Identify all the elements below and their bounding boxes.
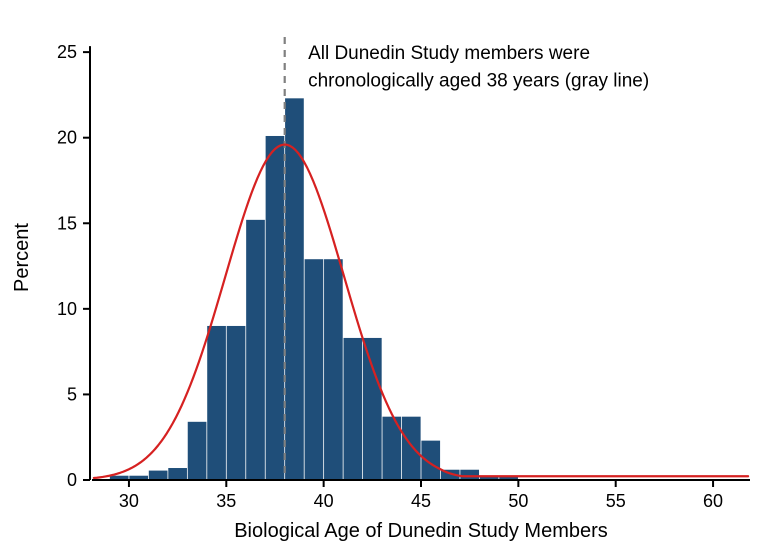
y-axis-title: Percent bbox=[11, 223, 33, 292]
x-tick-label: 30 bbox=[119, 491, 139, 511]
histogram-bar bbox=[305, 259, 324, 480]
histogram-bar bbox=[460, 470, 479, 480]
histogram-bar bbox=[266, 136, 285, 480]
x-tick-label: 45 bbox=[411, 491, 431, 511]
y-tick-label: 5 bbox=[67, 384, 77, 404]
histogram-chart: 0 5 10 15 20 25 30 35 40 45 50 55 60 Biological Age o… bbox=[0, 0, 777, 555]
histogram-bar bbox=[227, 326, 246, 480]
histogram-bar bbox=[421, 441, 440, 480]
y-tick-label: 20 bbox=[57, 128, 77, 148]
annotation-text-line2: chronologically aged 38 years (gray line… bbox=[308, 70, 649, 91]
x-tick-label: 50 bbox=[508, 491, 528, 511]
histogram-bar bbox=[149, 471, 168, 480]
histogram-bar bbox=[188, 422, 207, 480]
y-tick-label: 15 bbox=[57, 213, 77, 233]
histogram-bar bbox=[168, 468, 187, 480]
x-tick-label: 60 bbox=[703, 491, 723, 511]
x-tick-label: 40 bbox=[314, 491, 334, 511]
histogram-bar bbox=[363, 338, 382, 480]
y-tick-label: 25 bbox=[57, 42, 77, 62]
chart-svg: 0 5 10 15 20 25 30 35 40 45 50 55 60 Biological Age o… bbox=[0, 0, 777, 555]
annotation-text-line1: All Dunedin Study members were bbox=[308, 43, 590, 64]
y-tick-label: 0 bbox=[67, 470, 77, 490]
x-axis-title: Biological Age of Dunedin Study Members bbox=[234, 520, 608, 542]
histogram-bar bbox=[324, 259, 343, 480]
histogram-bar bbox=[207, 326, 226, 480]
x-tick-label: 55 bbox=[606, 491, 626, 511]
histogram-bar bbox=[246, 220, 265, 480]
histogram-bar bbox=[344, 338, 363, 480]
x-tick-label: 35 bbox=[216, 491, 236, 511]
histogram-bar bbox=[402, 417, 421, 480]
y-tick-label: 10 bbox=[57, 299, 77, 319]
